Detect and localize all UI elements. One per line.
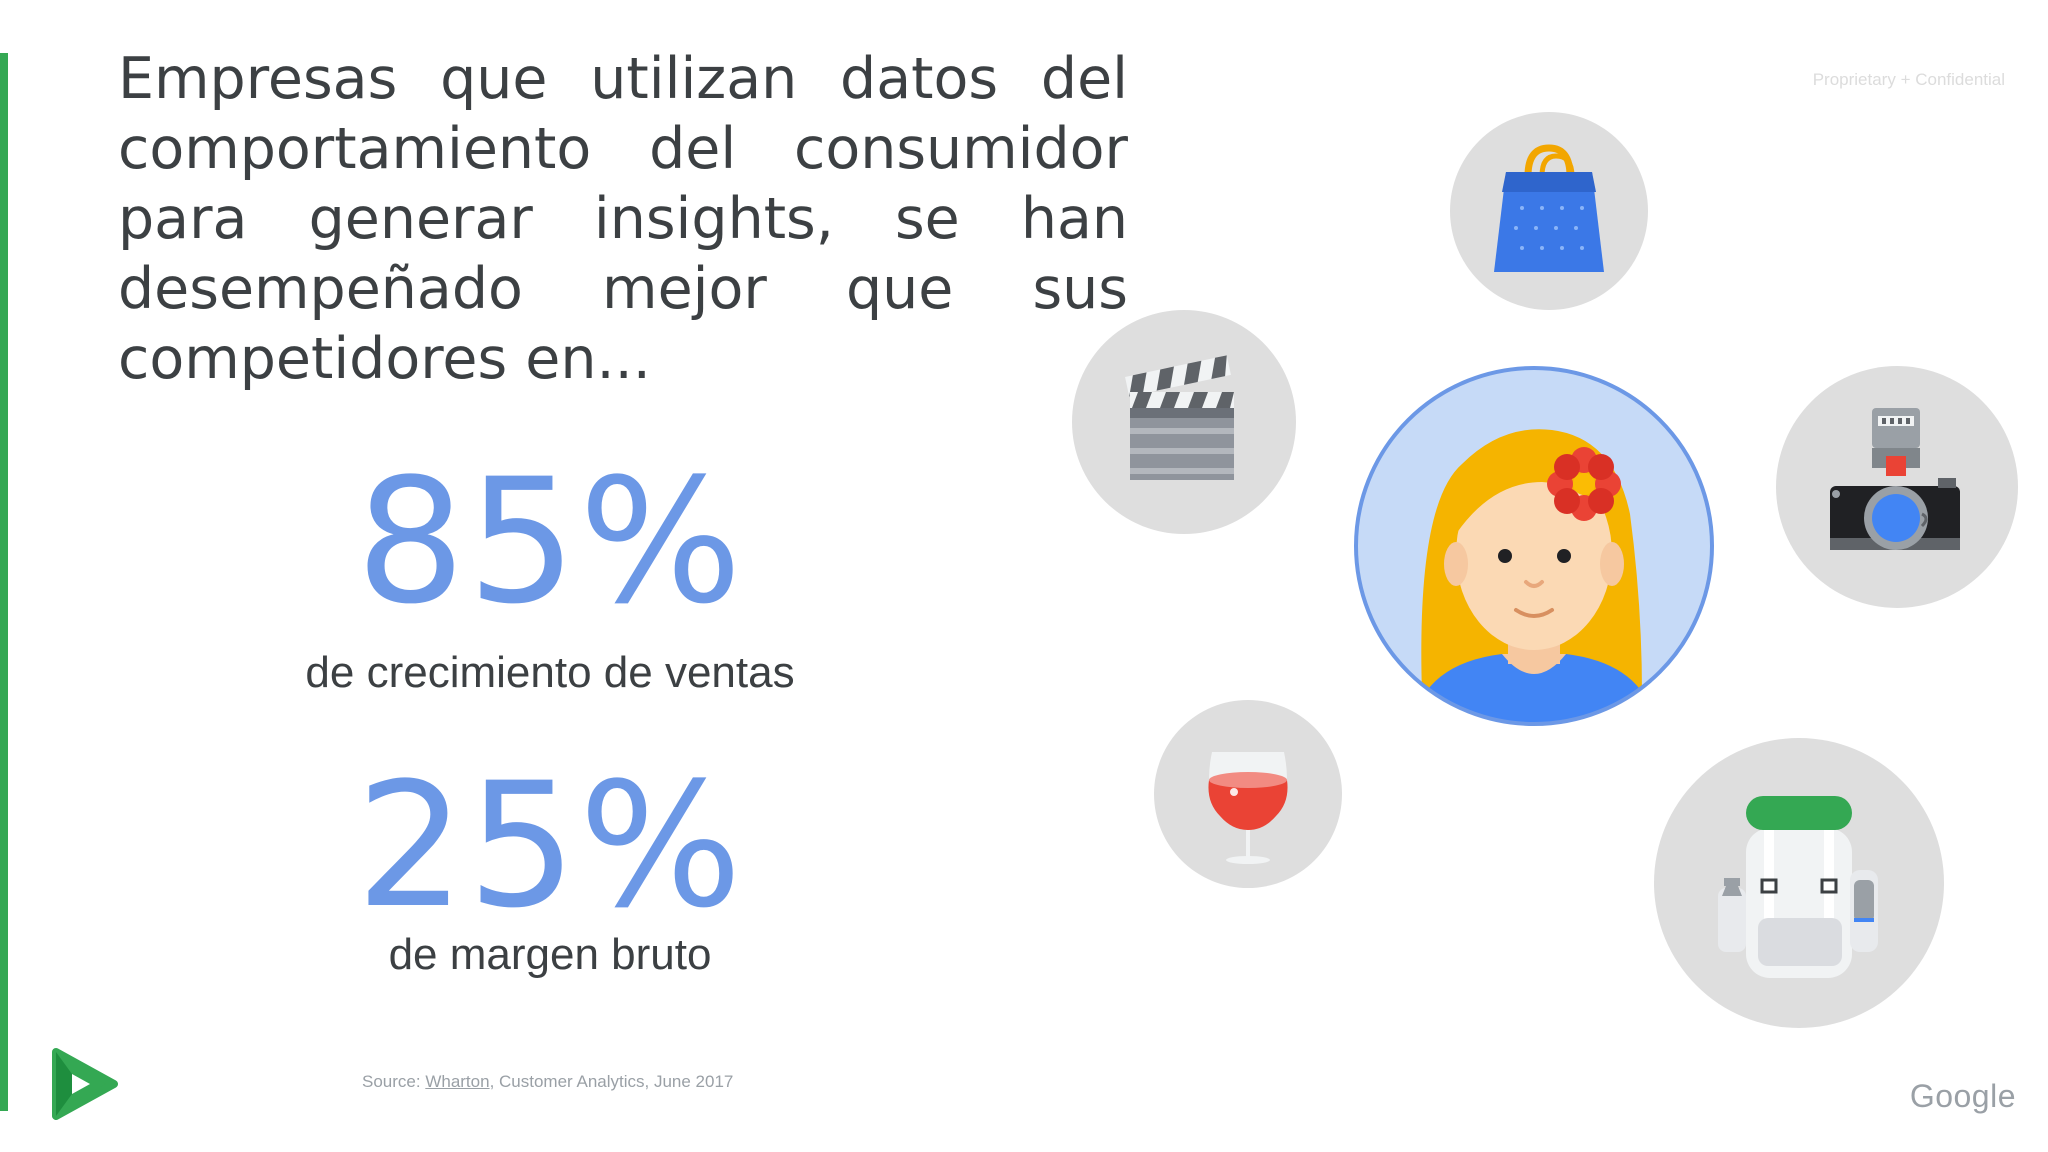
shopping-bag-icon xyxy=(1450,112,1648,310)
google-wordmark: Google xyxy=(1909,1078,2016,1114)
stat-label-sales: de crecimiento de ventas xyxy=(305,648,795,697)
accent-bar xyxy=(0,53,8,1111)
source-citation: Source: Wharton, Customer Analytics, Jun… xyxy=(362,1072,733,1092)
wine-glass-icon xyxy=(1154,700,1342,888)
source-suffix: , Customer Analytics, June 2017 xyxy=(489,1072,734,1091)
camera-icon xyxy=(1776,366,2018,608)
play-logo-icon xyxy=(52,1048,118,1120)
stat-value-sales: 85% xyxy=(355,441,745,642)
stat-label-margin: de margen bruto xyxy=(388,930,712,979)
source-link[interactable]: Wharton xyxy=(425,1072,490,1091)
stat-value-margin: 25% xyxy=(355,745,745,946)
headline: Empresas que utilizan datos del comporta… xyxy=(118,46,1128,392)
source-prefix: Source: xyxy=(362,1072,426,1091)
confidential-label: Proprietary + Confidential xyxy=(1812,70,2005,89)
backpack-icon xyxy=(1654,738,1944,1028)
clapperboard-icon xyxy=(1072,310,1296,534)
woman-avatar-icon xyxy=(1354,366,1714,726)
